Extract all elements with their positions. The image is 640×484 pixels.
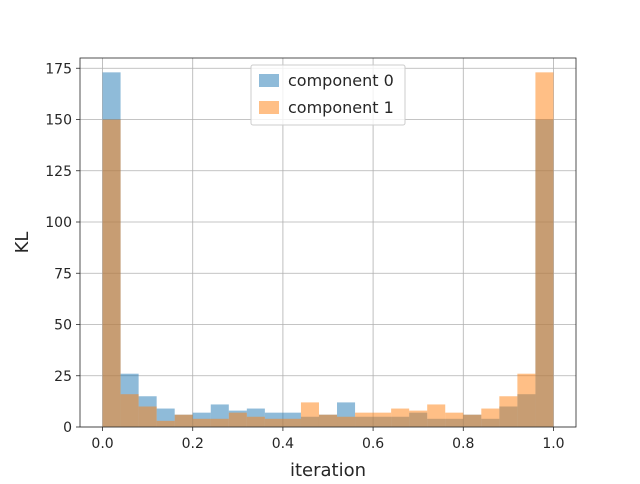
histogram-bar-series-1 <box>355 412 374 427</box>
x-tick-label: 1.0 <box>542 436 564 452</box>
legend-label-0: component 0 <box>288 71 394 90</box>
x-axis-label: iteration <box>290 460 366 480</box>
histogram-bar-series-1 <box>391 408 410 427</box>
histogram-bar-series-1 <box>120 394 139 427</box>
x-tick-label: 0.2 <box>182 436 204 452</box>
histogram-bar-series-1 <box>246 416 265 427</box>
histogram-bar-series-1 <box>499 396 518 427</box>
histogram-bar-series-1 <box>517 373 536 427</box>
histogram-bar-series-1 <box>192 418 211 427</box>
y-axis-label: KL <box>12 232 33 254</box>
histogram-bar-series-1 <box>373 412 392 427</box>
y-tick-label: 100 <box>45 215 72 231</box>
y-tick-label: 0 <box>63 420 72 436</box>
y-tick-label: 175 <box>45 61 72 77</box>
histogram-bar-series-1 <box>481 408 500 427</box>
x-tick-label: 0.6 <box>362 436 384 452</box>
histogram-bar-series-1 <box>337 416 356 427</box>
histogram-bar-series-1 <box>138 406 157 427</box>
histogram-bar-series-1 <box>156 420 175 427</box>
legend-swatch-1 <box>259 101 279 114</box>
histogram-bar-series-1 <box>174 414 193 427</box>
histogram-bars <box>102 72 554 427</box>
histogram-bar-series-1 <box>102 119 121 427</box>
histogram-bar-series-1 <box>445 412 464 427</box>
histogram-bar-series-1 <box>463 414 482 427</box>
histogram-bar-series-1 <box>427 404 446 427</box>
histogram-bar-series-1 <box>300 402 319 427</box>
histogram-bar-series-1 <box>409 410 428 427</box>
histogram-bar-series-1 <box>228 412 247 427</box>
x-tick-label: 0.8 <box>452 436 474 452</box>
y-tick-label: 150 <box>45 113 72 129</box>
y-tick-label: 125 <box>45 164 72 180</box>
histogram-bar-series-1 <box>264 418 283 427</box>
axes-frame <box>79 57 577 428</box>
x-tick-label: 0.4 <box>272 436 294 452</box>
legend-label-1: component 1 <box>288 98 394 117</box>
legend-swatch-0 <box>259 74 279 87</box>
histogram-bar-series-1 <box>210 418 229 427</box>
y-tick-label: 50 <box>54 318 72 334</box>
x-tick-label: 0.0 <box>91 436 113 452</box>
x-axis-ticks: 0.0 0.2 0.4 0.6 0.8 1.0 <box>91 427 565 452</box>
legend: component 0 component 1 <box>250 64 406 126</box>
histogram-bar-series-1 <box>318 414 338 427</box>
y-tick-label: 25 <box>54 369 72 385</box>
legend-box <box>250 64 406 126</box>
y-axis-ticks: 0 25 50 75 100 125 150 175 <box>45 61 80 436</box>
histogram-bar-series-1 <box>535 72 554 427</box>
histogram-bar-series-1 <box>282 418 301 427</box>
y-tick-label: 75 <box>54 266 72 282</box>
